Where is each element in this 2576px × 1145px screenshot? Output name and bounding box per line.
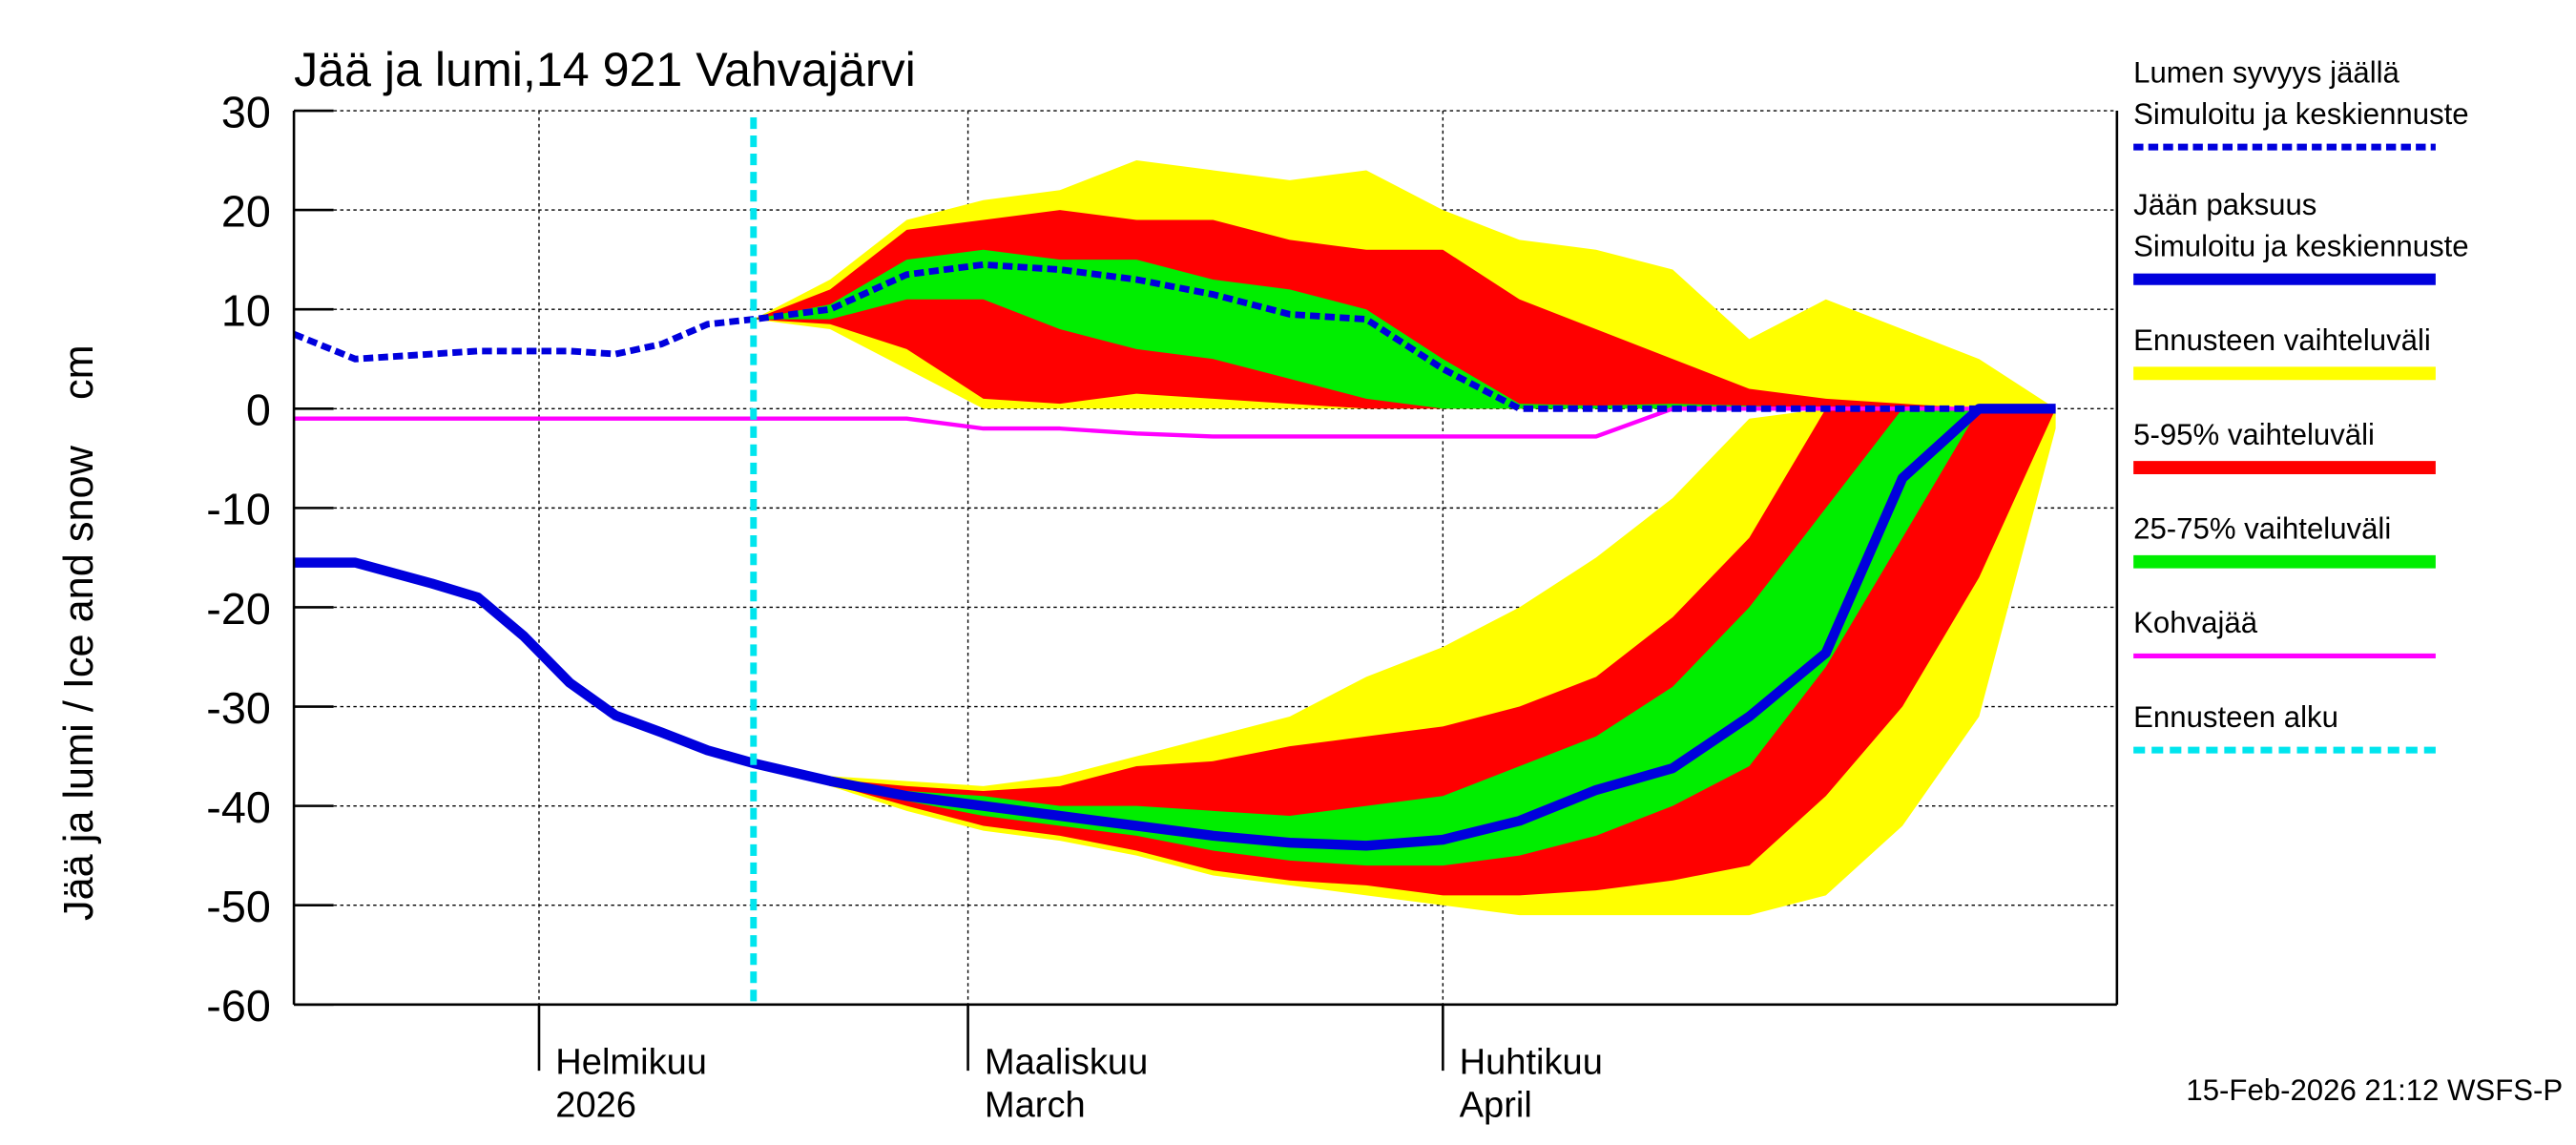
x-tick-label: Huhtikuu bbox=[1460, 1043, 1603, 1083]
x-tick-label: Maaliskuu bbox=[985, 1043, 1148, 1083]
footer: 15-Feb-2026 21:12 WSFS-P bbox=[2186, 1073, 2563, 1107]
y-tick-label: -50 bbox=[206, 882, 271, 931]
series-line bbox=[292, 260, 2056, 412]
band-area bbox=[753, 210, 2056, 409]
x-tick-label: Helmikuu bbox=[555, 1043, 707, 1083]
y-tick-label: 20 bbox=[221, 186, 271, 236]
y-tick-label: -20 bbox=[206, 584, 271, 634]
series-line bbox=[294, 404, 2056, 851]
y-tick-label: 10 bbox=[221, 286, 271, 336]
y-tick-label: -30 bbox=[206, 683, 271, 733]
legend-label: Simuloitu ja keskiennuste bbox=[2133, 97, 2468, 131]
x-tick-label: April bbox=[1460, 1086, 1532, 1126]
y-axis-label: Jää ja lumi / Ice and snow cm bbox=[56, 344, 102, 921]
legend-label: Lumen syvyys jäällä bbox=[2133, 56, 2399, 90]
legend-label: Jään paksuus bbox=[2133, 188, 2316, 221]
legend-label: Ennusteen vaihteluväli bbox=[2133, 323, 2431, 357]
y-tick-label: -40 bbox=[206, 782, 271, 832]
x-tick-label: March bbox=[985, 1086, 1086, 1126]
legend-label: 25-75% vaihteluväli bbox=[2133, 511, 2391, 545]
band-area bbox=[753, 249, 2056, 409]
legend-label: Ennusteen alku bbox=[2133, 700, 2338, 734]
y-tick-label: -10 bbox=[206, 485, 271, 534]
y-tick-label: 30 bbox=[221, 87, 271, 136]
chart-title: Jää ja lumi,14 921 Vahvajärvi bbox=[294, 43, 916, 96]
y-tick-label: 0 bbox=[246, 385, 271, 435]
legend-label: Simuloitu ja keskiennuste bbox=[2133, 229, 2468, 262]
y-tick-label: -60 bbox=[206, 981, 271, 1030]
legend-label: Kohvajää bbox=[2133, 606, 2258, 639]
band-area bbox=[753, 408, 2056, 866]
legend-label: 5-95% vaihteluväli bbox=[2133, 418, 2375, 451]
x-tick-label: 2026 bbox=[555, 1086, 636, 1126]
